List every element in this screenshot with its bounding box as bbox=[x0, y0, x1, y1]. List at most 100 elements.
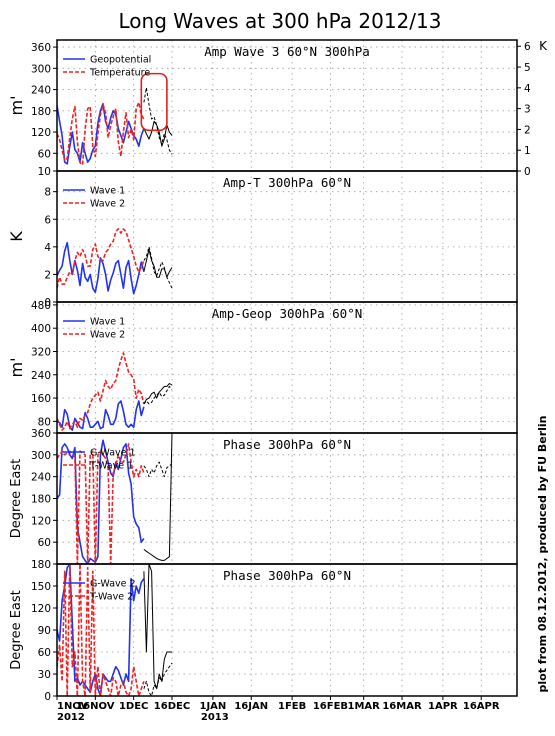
panel-frame bbox=[56, 301, 518, 434]
series-line-wave-1 bbox=[57, 241, 145, 295]
y-tick-label: 400 bbox=[31, 323, 51, 335]
panel-frame bbox=[56, 563, 518, 697]
series-line-forecast-2 bbox=[143, 433, 173, 561]
y-axis-label: Degree East bbox=[9, 459, 24, 539]
x-tick-label: 16MAR bbox=[382, 701, 422, 712]
series-line-forecast-2 bbox=[143, 383, 173, 405]
y-right-tick-label: 6 bbox=[524, 41, 531, 53]
x-tick-label: 16DEC bbox=[154, 701, 190, 712]
y-tick-label: 360 bbox=[31, 42, 51, 54]
y-right-tick-label: 1 bbox=[524, 145, 531, 157]
x-tick-label: 1NOV bbox=[57, 701, 89, 712]
y-tick-label: 480 bbox=[31, 300, 51, 312]
panel-title: Phase 300hPa 60°N bbox=[223, 437, 351, 452]
series-line-g-wave-1 bbox=[57, 439, 145, 564]
y-tick-label: 6 bbox=[44, 214, 51, 226]
x-tick-label: 16APR bbox=[463, 701, 500, 712]
y-tick-label: 80 bbox=[38, 416, 51, 428]
y-tick-label: 10 bbox=[38, 166, 51, 178]
x-tick-label: 16JAN bbox=[234, 701, 268, 712]
panel-2: 0 2 4 6 8 K Amp-T 300hPa 60°N Wave 1 Wave 2 bbox=[7, 170, 518, 309]
y-tick-label: 360 bbox=[31, 428, 51, 440]
y-tick-label: 300 bbox=[31, 450, 51, 462]
y-tick-label: 4 bbox=[44, 242, 51, 254]
y-tick-label: 60 bbox=[38, 537, 51, 549]
legend-label: T-Wave 2 bbox=[89, 592, 133, 603]
y-tick-label: 120 bbox=[31, 515, 51, 527]
series-line-forecast-2 bbox=[143, 120, 173, 147]
y-tick-label: 300 bbox=[31, 63, 51, 75]
y-tick-label: 120 bbox=[31, 603, 51, 615]
y-tick-label: 160 bbox=[31, 393, 51, 405]
legend-label: T-Wave 1 bbox=[89, 461, 133, 472]
x-tick-label: 1DEC bbox=[119, 701, 148, 712]
panel-title: Amp-T 300hPa 60°N bbox=[223, 175, 351, 190]
series-line-forecast-3 bbox=[143, 662, 173, 696]
series-line-t-wave-2 bbox=[57, 564, 145, 696]
y-tick-label: 2 bbox=[44, 269, 51, 281]
series-group bbox=[57, 228, 173, 295]
y-tick-label: 180 bbox=[31, 494, 51, 506]
series-line-geopotential bbox=[57, 102, 145, 165]
legend-label: Temperature bbox=[89, 68, 150, 79]
legend-label: G-Wave 2 bbox=[90, 579, 136, 590]
legend-label: Wave 2 bbox=[90, 199, 125, 210]
series-line-forecast-3 bbox=[143, 461, 173, 478]
y-axis-label: Degree East bbox=[9, 590, 24, 670]
series-group bbox=[57, 352, 173, 431]
y-right-tick-label: 5 bbox=[524, 62, 531, 74]
legend-label: Wave 2 bbox=[90, 330, 125, 341]
series-group bbox=[57, 433, 173, 564]
y-tick-label: 240 bbox=[31, 370, 51, 382]
y-tick-label: 8 bbox=[44, 187, 51, 199]
series-line-wave-2 bbox=[57, 352, 145, 431]
series-line-wave-1 bbox=[57, 400, 145, 431]
x-tick-label: 16NOV bbox=[76, 701, 115, 712]
panel-title: Amp Wave 3 60°N 300hPa bbox=[204, 44, 370, 59]
series-line-forecast-3 bbox=[143, 385, 173, 405]
series-line-temperature bbox=[57, 101, 145, 166]
y-tick-label: 60 bbox=[38, 148, 51, 160]
panel-1: 10 60 120 180 240 300 360 0 1 2 3 4 5 6 Km' Amp Wave 3 … bbox=[7, 39, 548, 178]
series-line-wave-2 bbox=[57, 228, 145, 289]
y-tick-label: 180 bbox=[31, 106, 51, 118]
y-axis-label: K bbox=[7, 231, 26, 242]
panel-title: Amp-Geop 300hPa 60°N bbox=[212, 306, 363, 321]
series-line-forecast-3 bbox=[143, 87, 173, 155]
x-tick-label: 1APR bbox=[428, 701, 458, 712]
series-line-forecast-2 bbox=[143, 564, 172, 690]
panel-frame bbox=[56, 170, 518, 303]
x-tick-label: 16FEB bbox=[313, 701, 348, 712]
highlight-box bbox=[140, 72, 168, 132]
y-right-tick-label: 0 bbox=[524, 166, 531, 178]
series-line-forecast-3 bbox=[143, 246, 173, 289]
credit-text: plot from 08.12.2012, produced by FU Ber… bbox=[536, 416, 549, 693]
series-line-forecast-2 bbox=[143, 249, 173, 278]
y-axis-label: m' bbox=[7, 358, 26, 378]
y-tick-label: 150 bbox=[31, 581, 51, 593]
y-right-axis-label: K bbox=[539, 39, 548, 53]
x-year-label: 2012 bbox=[57, 712, 85, 723]
y-axis-label: m' bbox=[7, 96, 26, 116]
y-tick-label: 240 bbox=[31, 85, 51, 97]
y-tick-label: 0 bbox=[44, 297, 51, 309]
y-tick-label: 90 bbox=[38, 625, 51, 637]
y-right-tick-label: 2 bbox=[524, 124, 531, 136]
y-right-tick-label: 3 bbox=[524, 104, 531, 116]
panel-3: 80 160 240 320 400 480 m' Amp-Geop 300hPa 60°N W… bbox=[7, 300, 518, 434]
panel-5: 0 30 60 90 120 150 180 Degree East Phase 300hPa … bbox=[9, 559, 518, 703]
y-tick-label: 0 bbox=[44, 691, 51, 703]
y-tick-label: 60 bbox=[38, 647, 51, 659]
legend-label: G-Wave 1 bbox=[90, 448, 136, 459]
legend-label: Wave 1 bbox=[90, 186, 125, 197]
y-tick-label: 180 bbox=[31, 559, 51, 571]
y-right-tick-label: 4 bbox=[524, 83, 531, 95]
y-tick-label: 320 bbox=[31, 346, 51, 358]
panel-4: 60 120 180 240 300 360 Degree East Phase 300hPa… bbox=[9, 428, 518, 565]
series-line-t-wave-1 bbox=[57, 443, 145, 564]
figure-title: Long Waves at 300 hPa 2012/13 bbox=[119, 9, 442, 33]
